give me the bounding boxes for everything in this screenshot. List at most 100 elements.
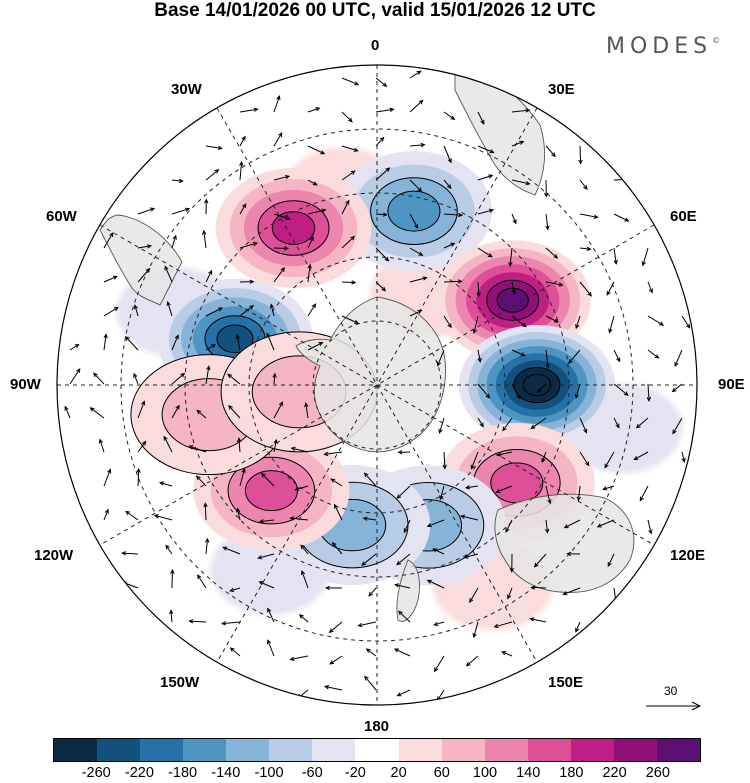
wind-arrow — [125, 511, 139, 521]
wind-arrow — [395, 584, 411, 589]
wind-arrow-head — [323, 451, 329, 457]
wind-arrow — [545, 145, 556, 157]
wind-arrow-head — [364, 675, 369, 681]
wind-arrow — [443, 451, 446, 469]
colorbar-tick-label: 20 — [390, 765, 407, 781]
wind-arrow-head — [357, 622, 363, 628]
wind-arrow-head — [438, 428, 443, 434]
wind-arrow-head — [315, 107, 321, 112]
wind-arrow-head — [470, 464, 475, 470]
wind-arrow-head — [422, 276, 428, 281]
wind-arrow — [103, 275, 118, 283]
wind-arrow-head — [536, 387, 542, 393]
wind-arrow — [477, 383, 490, 399]
wind-arrow-head — [241, 135, 246, 141]
wind-arrow-head — [112, 275, 118, 280]
colorbar-tick-label: -140 — [211, 765, 241, 781]
wind-arrow-head — [124, 335, 130, 341]
wind-arrow — [273, 402, 283, 419]
wind-arrow — [329, 621, 343, 633]
wind-arrow — [366, 648, 377, 657]
wind-arrow — [196, 475, 207, 487]
wind-arrow — [434, 621, 445, 626]
wind-arrow — [305, 403, 309, 419]
wind-arrow — [103, 232, 114, 249]
wind-arrow — [273, 175, 290, 181]
wind-arrow — [501, 651, 513, 657]
wind-arrow-head — [633, 455, 639, 461]
colorbar-tick-label: 260 — [645, 765, 670, 781]
wind-arrow-head — [584, 461, 590, 467]
wind-arrow — [477, 417, 484, 427]
wind-arrow — [290, 655, 309, 661]
wind-arrow-head — [260, 472, 266, 478]
wind-arrow-head — [654, 354, 660, 359]
wind-arrow-head — [396, 494, 402, 499]
wind-arrow — [613, 383, 629, 396]
wind-arrow — [64, 406, 71, 419]
wind-arrow — [409, 277, 427, 283]
wind-arrow — [606, 281, 615, 296]
wind-arrow-head — [320, 150, 326, 155]
wind-arrow-head — [472, 328, 477, 335]
wind-arrow-head — [417, 187, 423, 193]
wind-arrow — [603, 485, 615, 490]
wind-arrow — [465, 485, 479, 489]
wind-arrow-head — [616, 357, 621, 363]
wind-arrow-head — [547, 499, 552, 505]
wind-arrow — [579, 179, 588, 190]
colorbar-tick-label: -20 — [344, 765, 366, 781]
wind-arrow-head — [646, 396, 651, 402]
colorbar-tick-label: -180 — [168, 765, 198, 781]
wind-arrow — [301, 570, 309, 589]
wind-arrow — [647, 315, 664, 326]
wind-arrow — [197, 574, 207, 589]
wind-arrow-head — [351, 280, 357, 285]
wind-arrow-head — [541, 457, 546, 464]
wind-arrow-head — [671, 387, 677, 393]
wind-arrow — [205, 366, 210, 385]
wind-arrow-head — [519, 140, 525, 145]
wind-arrow-head — [276, 95, 281, 101]
wind-arrow-head — [328, 628, 334, 634]
wind-arrow-head — [648, 288, 653, 294]
wind-vectors — [64, 70, 691, 702]
wind-arrow-head — [141, 440, 147, 446]
wind-arrow-head — [267, 607, 272, 613]
wind-arrow — [545, 485, 551, 504]
wind-arrow-head — [553, 254, 559, 259]
wind-arrow — [341, 315, 359, 324]
wind-arrow-head — [604, 463, 609, 469]
wind-arrow-head — [283, 246, 289, 251]
wind-arrow — [99, 439, 105, 453]
vector-scale-arrow — [646, 701, 702, 711]
wind-arrow-head — [258, 581, 264, 586]
wind-arrow — [464, 553, 479, 559]
wind-arrow-head — [289, 656, 295, 662]
wind-arrow-head — [329, 660, 335, 665]
wind-arrow — [137, 207, 155, 215]
wind-arrow — [171, 373, 185, 385]
australia — [494, 493, 635, 593]
wind-arrow-head — [521, 322, 527, 328]
wind-arrow — [575, 383, 581, 399]
wind-arrow-head — [520, 352, 526, 357]
wind-arrow-head — [545, 363, 550, 369]
wind-arrow — [307, 145, 325, 155]
wind-arrow-head — [393, 648, 399, 653]
lon-label-150w: 150W — [160, 674, 200, 691]
wind-arrow — [647, 281, 653, 293]
wind-arrow-head — [354, 319, 360, 324]
wind-arrow-head — [446, 184, 452, 190]
contour-band — [244, 470, 298, 512]
wind-arrow-head — [249, 279, 255, 284]
wind-arrow — [273, 95, 280, 113]
wind-arrow-head — [488, 208, 495, 213]
wind-arrow-head — [345, 199, 350, 205]
lon-label-30e: 30E — [548, 81, 575, 98]
wind-arrow — [437, 349, 445, 366]
wind-arrow — [469, 587, 479, 603]
wind-arrow — [273, 213, 290, 220]
wind-arrow-head — [382, 212, 388, 217]
